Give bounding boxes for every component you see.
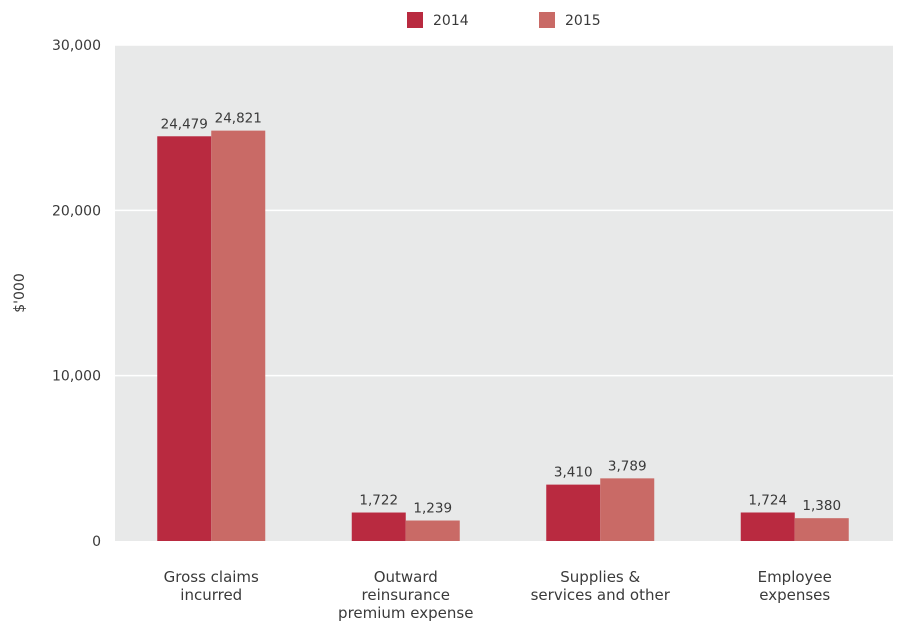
bar-2015: [405, 520, 460, 541]
bars: [157, 130, 849, 542]
data-label: 1,239: [413, 501, 452, 517]
category-label: Outward reinsurance premium expense: [338, 568, 473, 622]
bar-2014: [157, 136, 212, 542]
data-label: 24,821: [215, 111, 262, 127]
data-label: 3,410: [554, 465, 593, 481]
data-labels: 24,479 24,821 1,722 1,239 3,410 3,789 1,724 1,3…: [161, 111, 841, 517]
category-label: Supplies & services and other: [531, 568, 671, 604]
legend-label: 2015: [565, 13, 601, 29]
y-tick-label: 30,000: [52, 38, 101, 54]
legend-swatch-2015: [539, 12, 555, 28]
data-label: 3,789: [608, 458, 647, 474]
legend-label: 2014: [433, 13, 469, 29]
category-labels: Gross claims incurred Outward reinsurance pr…: [164, 568, 832, 622]
bar-2014: [351, 512, 406, 541]
bar-2014: [740, 512, 795, 541]
bar-2015: [211, 130, 266, 541]
legend: 2014 2015: [407, 12, 601, 29]
y-axis-label: $'000: [12, 273, 28, 312]
data-label: 1,380: [802, 498, 841, 514]
legend-swatch-2014: [407, 12, 423, 28]
y-tick-label: 0: [92, 534, 101, 550]
data-label: 1,724: [748, 492, 787, 508]
y-axis-ticks: 0 10,000 20,000 30,000: [52, 38, 101, 550]
data-label: 24,479: [161, 116, 208, 132]
category-label: Employee expenses: [758, 568, 832, 604]
bar-2014: [546, 484, 601, 541]
y-tick-label: 10,000: [52, 369, 101, 385]
category-label: Gross claims incurred: [164, 568, 259, 604]
data-label: 1,722: [359, 493, 398, 509]
bar-2015: [600, 478, 655, 541]
y-tick-label: 20,000: [52, 203, 101, 219]
bar-2015: [794, 518, 849, 541]
